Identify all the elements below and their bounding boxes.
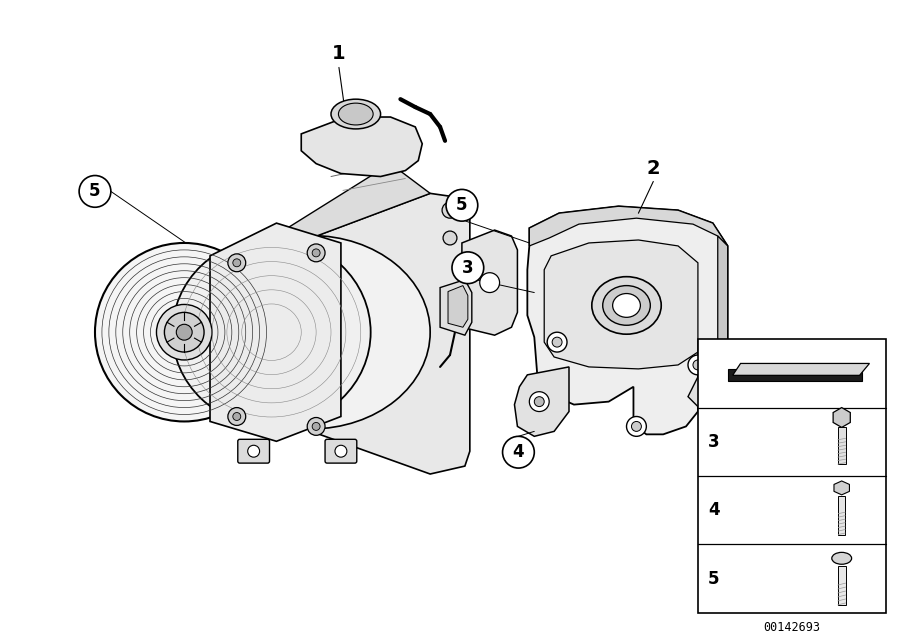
Text: 4: 4 [513,443,524,461]
Text: 3: 3 [462,259,473,277]
Ellipse shape [832,552,851,564]
Circle shape [165,312,204,352]
Bar [838,566,846,605]
Circle shape [693,360,703,370]
Polygon shape [302,117,422,177]
Circle shape [228,254,246,272]
Circle shape [233,259,241,266]
Polygon shape [688,345,728,406]
Text: 4: 4 [708,501,720,519]
Ellipse shape [193,235,430,429]
FancyBboxPatch shape [325,439,356,463]
Circle shape [157,305,212,360]
Circle shape [452,252,483,284]
FancyBboxPatch shape [238,439,269,463]
Circle shape [688,355,707,375]
Circle shape [699,373,716,391]
Ellipse shape [603,286,651,325]
Ellipse shape [338,103,373,125]
Circle shape [248,445,259,457]
Circle shape [176,324,193,340]
Circle shape [95,243,274,422]
Circle shape [529,392,549,411]
Polygon shape [210,223,341,441]
Circle shape [442,202,458,218]
Circle shape [228,408,246,425]
Polygon shape [733,363,869,375]
Text: 3: 3 [708,432,720,451]
Polygon shape [440,280,472,335]
Bar [838,496,845,534]
Circle shape [312,422,320,431]
Text: 5: 5 [89,183,101,200]
Polygon shape [515,367,569,436]
Polygon shape [833,408,850,427]
Text: 5: 5 [708,570,719,588]
Polygon shape [462,230,517,335]
Polygon shape [311,193,470,474]
Circle shape [446,190,478,221]
Circle shape [547,332,567,352]
Circle shape [552,337,562,347]
Circle shape [535,397,544,406]
Bar [698,339,886,613]
Ellipse shape [172,238,371,426]
Polygon shape [834,481,850,495]
Circle shape [312,249,320,257]
Circle shape [307,244,325,262]
Polygon shape [272,163,430,238]
Bar [838,427,846,464]
Ellipse shape [592,277,662,334]
Circle shape [443,231,457,245]
Polygon shape [718,236,728,352]
Circle shape [626,417,646,436]
Polygon shape [529,206,728,246]
Circle shape [233,413,241,420]
Polygon shape [544,240,698,369]
Circle shape [307,417,325,435]
Text: 1: 1 [332,45,346,64]
Circle shape [335,445,346,457]
Text: 5: 5 [456,197,468,214]
Polygon shape [527,206,728,434]
Polygon shape [448,286,468,328]
Circle shape [502,436,535,468]
Ellipse shape [331,99,381,129]
Bar [728,370,861,382]
Circle shape [480,273,500,293]
Circle shape [632,422,642,431]
Text: 00142693: 00142693 [763,621,821,634]
Text: 2: 2 [646,158,660,177]
Ellipse shape [613,294,641,317]
Circle shape [79,176,111,207]
